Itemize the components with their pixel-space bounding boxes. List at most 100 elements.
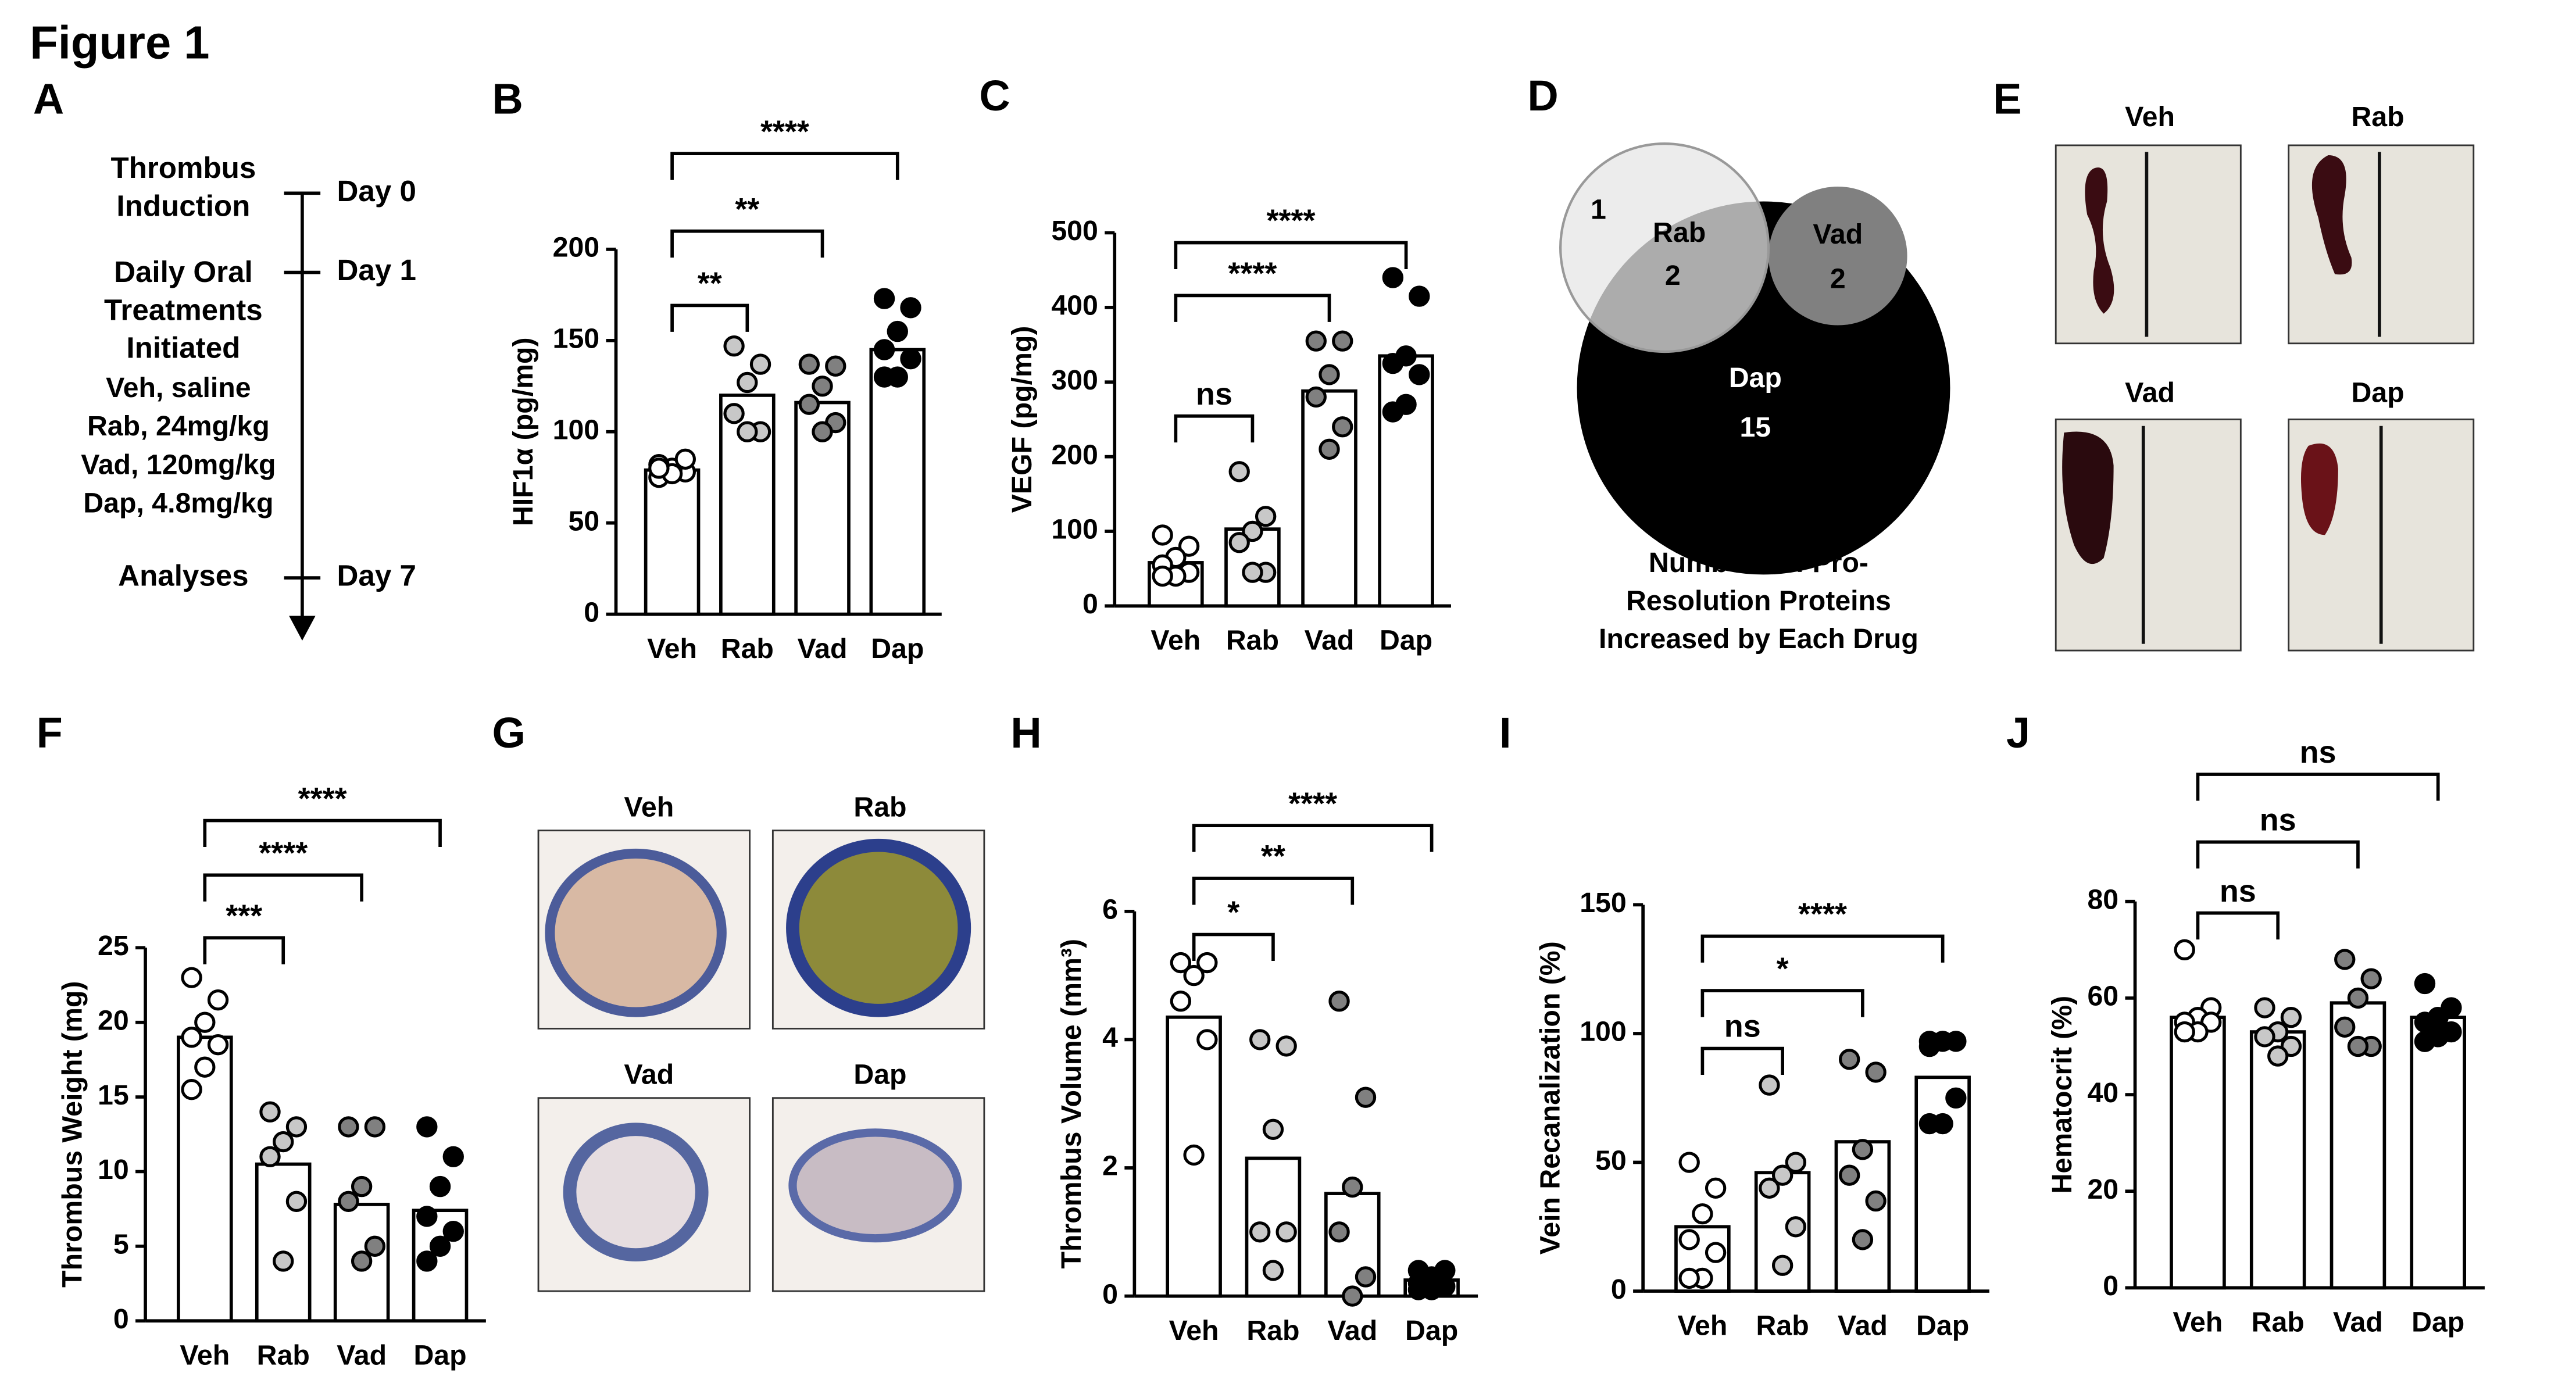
data-point [1382, 267, 1404, 288]
data-point [1852, 1229, 1874, 1250]
data-point [2267, 1045, 2289, 1067]
significance-bracket [670, 229, 824, 258]
significance-label: ** [1261, 839, 1285, 874]
bar [1834, 1140, 1891, 1293]
data-point [1678, 1229, 1700, 1250]
data-point [1692, 1203, 1713, 1225]
significance-bracket [1192, 824, 1434, 852]
data-point [1183, 964, 1205, 986]
panel-label: F [37, 709, 63, 757]
panel-label: I [1499, 709, 1512, 757]
y-tick-label: 50 [568, 505, 599, 537]
data-point [259, 1146, 281, 1167]
y-tick-label: 300 [1051, 364, 1098, 396]
significance-bracket [1192, 877, 1355, 905]
x-tick-label: Veh [180, 1339, 230, 1371]
significance-bracket [1174, 241, 1408, 269]
data-point [812, 376, 833, 397]
thrombus [2062, 431, 2114, 564]
data-point [2174, 1021, 2195, 1043]
ruler [2141, 152, 2383, 644]
y-tick-label: 15 [98, 1080, 129, 1111]
y-tick-label: 20 [2087, 1174, 2118, 1205]
thrombus [2085, 167, 2114, 314]
data-point [2334, 949, 2356, 970]
x-tick-label: Veh [2173, 1307, 2223, 1338]
y-tick-label: 20 [98, 1005, 129, 1036]
bar [1914, 1075, 1971, 1293]
y-tick-label: 150 [1580, 887, 1627, 918]
data-point [1255, 506, 1277, 527]
y-tick-label: 40 [2087, 1077, 2118, 1109]
x-tick-label: Dap [1405, 1315, 1458, 1346]
event-text: Analyses [118, 559, 248, 592]
data-point [194, 1011, 216, 1033]
x-tick-label: Vad [1305, 625, 1355, 656]
data-point [723, 335, 745, 357]
x-tick-label: Dap [1916, 1310, 1969, 1341]
data-point [2174, 939, 2195, 961]
data-point [1678, 1267, 1700, 1289]
x-tick-label: Vad [1327, 1315, 1377, 1346]
bar [2410, 1016, 2466, 1290]
data-point [1838, 1164, 1860, 1186]
data-point [351, 1250, 373, 1272]
data-point [1183, 1144, 1205, 1166]
tissue [788, 1128, 962, 1243]
significance-label: **** [1266, 203, 1315, 238]
significance-label: *** [226, 898, 262, 933]
data-point [648, 457, 670, 479]
data-point [416, 1116, 438, 1138]
data-point [1328, 991, 1350, 1012]
data-point [1249, 1221, 1271, 1243]
data-point [1771, 1254, 1793, 1276]
data-point [338, 1191, 359, 1212]
data-point [1228, 461, 1250, 482]
significance-label: * [1777, 951, 1789, 986]
data-point [1382, 352, 1404, 374]
venn-label: 1 [1591, 194, 1606, 225]
significance-bracket [2196, 840, 2360, 868]
data-point [181, 1079, 202, 1100]
data-point [1178, 535, 1200, 557]
data-point [2360, 968, 2382, 989]
significance-bracket [1192, 932, 1275, 961]
data-point [1407, 1279, 1430, 1300]
data-point [1865, 1190, 1887, 1212]
data-point [1355, 1086, 1377, 1108]
x-tick-label: Rab [2252, 1307, 2305, 1338]
image-label: Rab [2351, 101, 2404, 133]
significance-bracket [1700, 934, 1945, 963]
panel-label: G [492, 709, 526, 757]
significance-bracket [203, 818, 442, 848]
x-tick-label: Dap [413, 1339, 466, 1371]
data-point [1342, 1285, 1363, 1307]
data-point [1332, 330, 1353, 352]
x-tick-label: Vad [337, 1339, 387, 1371]
panel-label: D [1527, 72, 1558, 120]
x-tick-label: Vad [1838, 1310, 1888, 1341]
data-point [1409, 285, 1430, 307]
significance-bracket [2196, 911, 2280, 940]
significance-bracket [1700, 1046, 1784, 1075]
tissue [563, 1123, 709, 1261]
caption: Increased by Each Drug [1599, 623, 1918, 655]
y-tick-label: 0 [113, 1303, 129, 1335]
day-label: Day 1 [337, 253, 416, 287]
data-point [181, 1027, 202, 1048]
treatment: Rab, 24mg/kg [87, 410, 270, 442]
data-point [1409, 364, 1430, 385]
venn-count: 2 [1830, 263, 1846, 295]
significance-bracket [203, 873, 363, 902]
figure-title: Figure 1 [30, 17, 209, 69]
significance-label: ns [2260, 803, 2296, 838]
data-point [1196, 952, 1218, 974]
y-tick-label: 400 [1051, 290, 1098, 321]
data-point [1249, 1029, 1271, 1050]
bar [1378, 354, 1434, 608]
data-point [1918, 1113, 1941, 1135]
data-point [1319, 364, 1340, 385]
x-tick-label: Rab [1756, 1310, 1809, 1341]
x-tick-label: Rab [721, 633, 774, 664]
significance-bracket [203, 936, 285, 964]
